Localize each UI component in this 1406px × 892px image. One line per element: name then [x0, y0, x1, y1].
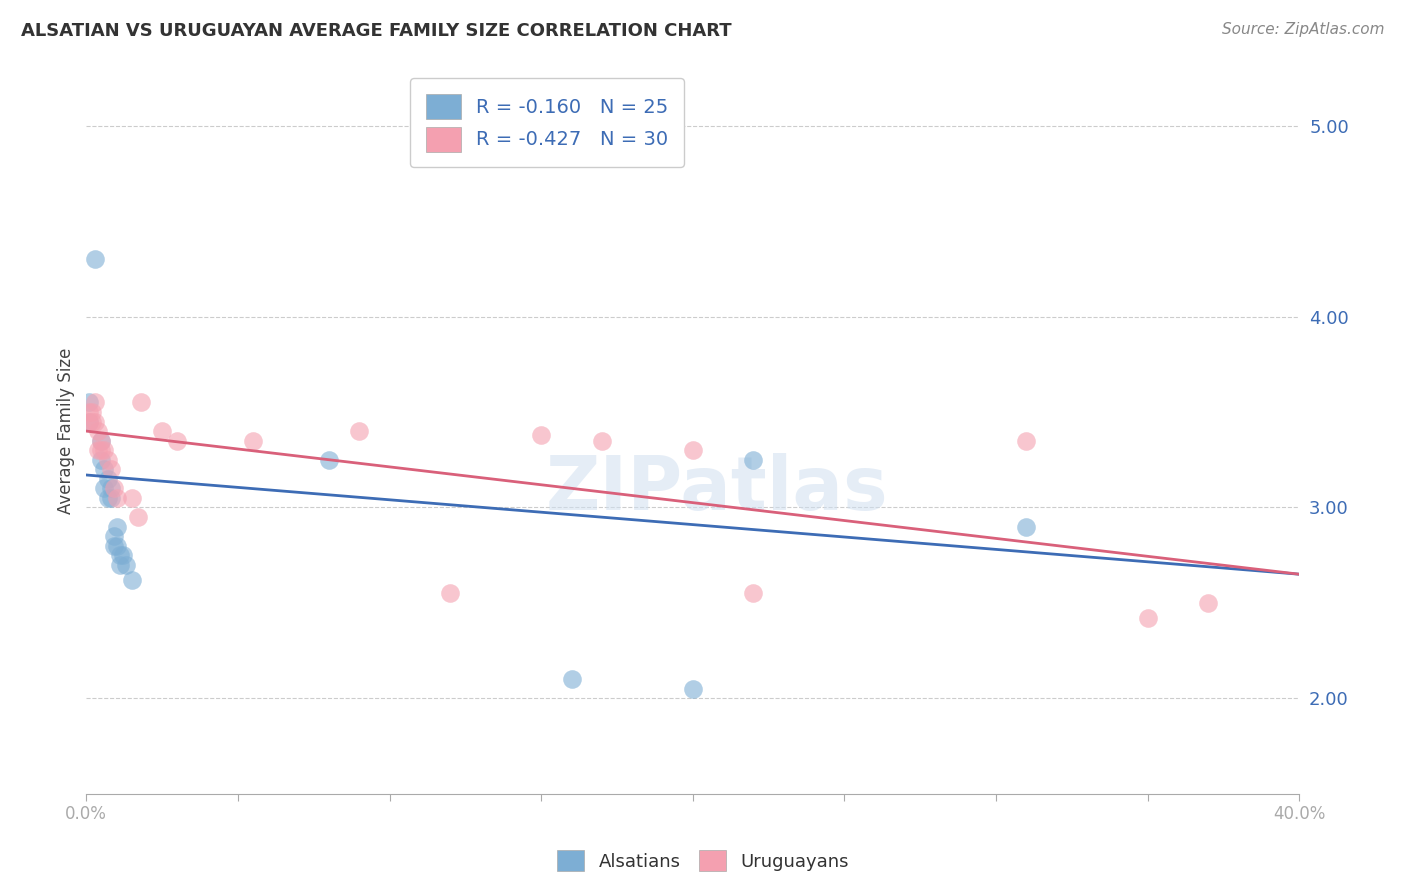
Point [79, 395, 101, 409]
Point [108, 548, 131, 562]
Point [90, 452, 112, 467]
Point [682, 443, 704, 458]
Point [742, 586, 765, 600]
Point [100, 462, 122, 476]
Point [105, 519, 128, 533]
Point [93, 443, 115, 458]
Point [105, 491, 128, 505]
Point [127, 510, 149, 524]
Point [87, 443, 110, 458]
Point [96, 472, 118, 486]
Point [82, 405, 104, 419]
Point [166, 434, 188, 448]
Point [96, 452, 118, 467]
Point [100, 491, 122, 505]
Point [1015, 434, 1038, 448]
Point [114, 558, 136, 572]
Point [1197, 596, 1219, 610]
Point [530, 428, 553, 442]
Text: ALSATIAN VS URUGUAYAN AVERAGE FAMILY SIZE CORRELATION CHART: ALSATIAN VS URUGUAYAN AVERAGE FAMILY SIZ… [21, 22, 731, 40]
Point [682, 681, 704, 696]
Legend: R = -0.160   N = 25, R = -0.427   N = 30: R = -0.160 N = 25, R = -0.427 N = 30 [411, 78, 685, 167]
Point [560, 672, 582, 686]
Point [93, 481, 115, 495]
Point [111, 548, 134, 562]
Point [90, 434, 112, 448]
Point [121, 573, 143, 587]
Legend: Alsatians, Uruguayans: Alsatians, Uruguayans [550, 843, 856, 879]
Point [1015, 519, 1038, 533]
Point [82, 415, 104, 429]
Point [439, 586, 461, 600]
Text: Source: ZipAtlas.com: Source: ZipAtlas.com [1222, 22, 1385, 37]
Point [318, 452, 340, 467]
Point [105, 539, 128, 553]
Y-axis label: Average Family Size: Average Family Size [58, 348, 75, 515]
Point [242, 434, 264, 448]
Point [150, 424, 173, 438]
Point [96, 491, 118, 505]
Point [90, 434, 112, 448]
Point [90, 443, 112, 458]
Point [121, 491, 143, 505]
Point [84, 395, 107, 409]
Text: ZIPatlas: ZIPatlas [546, 452, 889, 525]
Point [347, 424, 370, 438]
Point [1136, 611, 1159, 625]
Point [103, 529, 125, 543]
Point [84, 415, 107, 429]
Point [103, 539, 125, 553]
Point [742, 452, 765, 467]
Point [79, 415, 101, 429]
Point [87, 424, 110, 438]
Point [93, 462, 115, 476]
Point [591, 434, 613, 448]
Point [129, 395, 152, 409]
Point [103, 481, 125, 495]
Point [79, 405, 101, 419]
Point [84, 252, 107, 267]
Point [79, 415, 101, 429]
Point [100, 481, 122, 495]
Point [108, 558, 131, 572]
